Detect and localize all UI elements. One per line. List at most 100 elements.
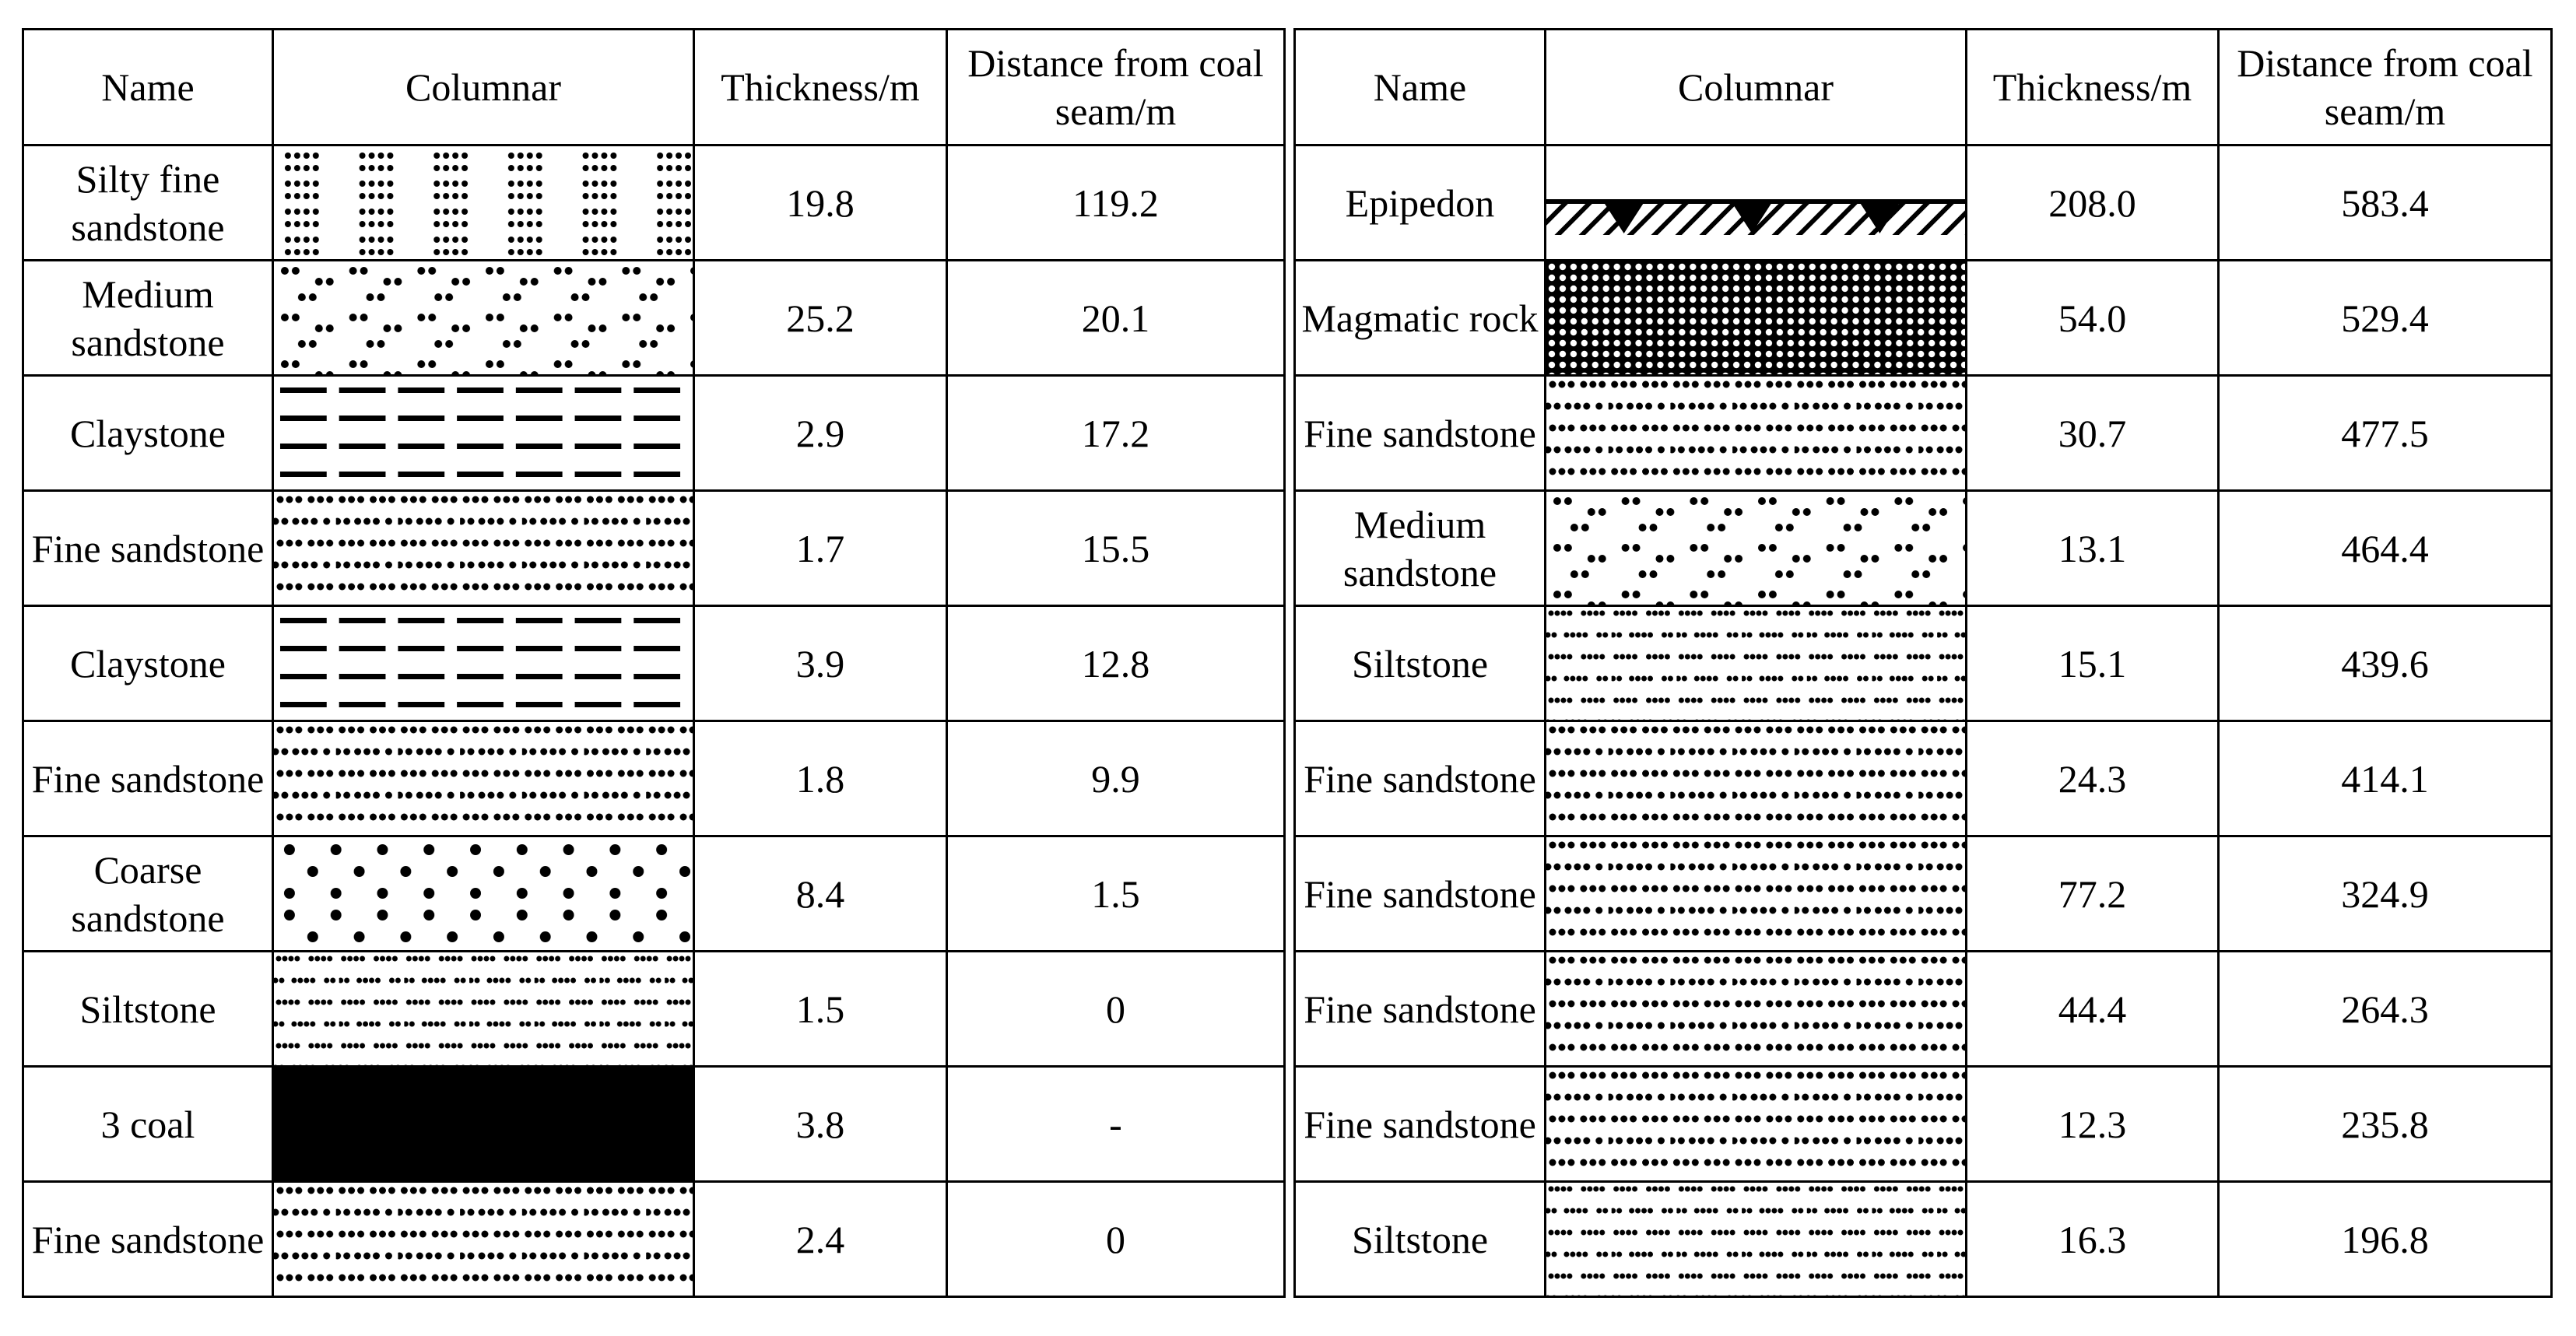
distance-cell: 324.9 xyxy=(2217,835,2553,952)
distance-value: 1.5 xyxy=(1091,871,1140,916)
layer-name: Fine sandstone xyxy=(1304,987,1536,1031)
right-table-body: Epipedon 208.0 583.4 Magmatic rock 54.0 529.4… xyxy=(1293,144,2553,1298)
thickness-cell: 13.1 xyxy=(1965,489,2220,607)
fine-sandstone-pattern xyxy=(275,493,692,604)
thickness-value: 3.9 xyxy=(795,641,845,686)
layer-name-cell: Fine sandstone xyxy=(1293,1065,1546,1183)
distance-value: 414.1 xyxy=(2341,756,2429,801)
layer-name-cell: Fine sandstone xyxy=(1293,374,1546,492)
table-row: Siltstone 16.3 196.8 xyxy=(1293,1180,2553,1298)
thickness-value: 54.0 xyxy=(2058,296,2127,340)
thickness-cell: 54.0 xyxy=(1965,259,2220,377)
layer-name: Fine sandstone xyxy=(1304,1102,1536,1146)
layer-name: Fine sandstone xyxy=(1304,411,1536,455)
layer-name: Fine sandstone xyxy=(1304,756,1536,801)
distance-value: 119.2 xyxy=(1072,181,1159,225)
fine-sandstone-pattern xyxy=(1547,377,1964,489)
header-row: Name Columnar Thickness/m Distance from … xyxy=(1293,28,2553,146)
columnar-cell xyxy=(1544,1180,1967,1298)
coal-pattern xyxy=(275,1068,692,1180)
fine-sandstone-pattern xyxy=(275,723,692,834)
magmatic-rock-pattern xyxy=(1547,262,1964,373)
columnar-cell xyxy=(272,720,695,837)
layer-name: 3 coal xyxy=(100,1102,195,1146)
epipedon-pattern xyxy=(1547,199,1964,235)
layer-name: Claystone xyxy=(70,411,226,455)
distance-value: 0 xyxy=(1106,1217,1125,1261)
columnar-cell xyxy=(1544,1065,1967,1183)
right-strata-table-panel: Name Columnar Thickness/m Distance from … xyxy=(1293,28,2553,1298)
thickness-value: 13.1 xyxy=(2058,526,2127,570)
distance-value: 583.4 xyxy=(2341,181,2429,225)
distance-value: 9.9 xyxy=(1091,756,1140,801)
claystone-pattern xyxy=(275,377,692,489)
thickness-value: 16.3 xyxy=(2058,1217,2127,1261)
distance-cell: 196.8 xyxy=(2217,1180,2553,1298)
claystone-pattern xyxy=(275,608,692,719)
thickness-value: 3.8 xyxy=(795,1102,845,1146)
layer-name-cell: Fine sandstone xyxy=(22,720,274,837)
columnar-cell xyxy=(272,374,695,492)
layer-name-cell: Claystone xyxy=(22,374,274,492)
thickness-value: 1.7 xyxy=(795,526,845,570)
header-distance: Distance from coal seam/m xyxy=(2217,28,2553,146)
thickness-cell: 30.7 xyxy=(1965,374,2220,492)
table-row: Fine sandstone 1.8 9.9 xyxy=(22,720,1286,837)
layer-name-cell: Fine sandstone xyxy=(1293,950,1546,1068)
distance-value: 15.5 xyxy=(1081,526,1150,570)
distance-cell: 0 xyxy=(946,950,1286,1068)
table-row: Fine sandstone 30.7 477.5 xyxy=(1293,374,2553,492)
right-strata-table: Name Columnar Thickness/m Distance from … xyxy=(1293,28,2553,1298)
layer-name: Magmatic rock xyxy=(1301,296,1539,340)
distance-value: 464.4 xyxy=(2341,526,2429,570)
thickness-cell: 2.4 xyxy=(693,1180,948,1298)
columnar-cell xyxy=(272,1065,695,1183)
layer-name: Fine sandstone xyxy=(31,756,265,801)
table-row: Fine sandstone 24.3 414.1 xyxy=(1293,720,2553,837)
columnar-cell xyxy=(1544,374,1967,492)
distance-cell: 439.6 xyxy=(2217,605,2553,722)
thickness-value: 8.4 xyxy=(795,871,845,916)
thickness-cell: 8.4 xyxy=(693,835,948,952)
distance-cell: 119.2 xyxy=(946,144,1286,261)
left-strata-table: Name Columnar Thickness/m Distance from … xyxy=(22,28,1286,1298)
table-row: Medium sandstone 13.1 464.4 xyxy=(1293,489,2553,607)
columnar-cell xyxy=(1544,605,1967,722)
layer-name-cell: Medium sandstone xyxy=(1293,489,1546,607)
layer-name-cell: 3 coal xyxy=(22,1065,274,1183)
layer-name: Epipedon xyxy=(1345,181,1495,225)
header-name: Name xyxy=(22,28,274,146)
distance-cell: 464.4 xyxy=(2217,489,2553,607)
thickness-value: 25.2 xyxy=(786,296,855,340)
layer-name-cell: Coarse sandstone xyxy=(22,835,274,952)
distance-value: 264.3 xyxy=(2341,987,2429,1031)
columnar-cell xyxy=(272,489,695,607)
table-row: 3 coal 3.8 - xyxy=(22,1065,1286,1183)
layer-name-cell: Fine sandstone xyxy=(22,1180,274,1298)
table-row: Medium sandstone 25.2 20.1 xyxy=(22,259,1286,377)
layer-name: Silty fine sandstone xyxy=(71,156,225,249)
distance-value: 324.9 xyxy=(2341,871,2429,916)
distance-cell: 20.1 xyxy=(946,259,1286,377)
siltstone-pattern xyxy=(1547,1183,1964,1295)
table-row: Claystone 3.9 12.8 xyxy=(22,605,1286,722)
medium-sandstone-pattern xyxy=(275,262,692,373)
fine-sandstone-pattern xyxy=(275,1183,692,1295)
thickness-value: 208.0 xyxy=(2048,181,2136,225)
columnar-cell xyxy=(1544,489,1967,607)
distance-cell: 9.9 xyxy=(946,720,1286,837)
thickness-cell: 24.3 xyxy=(1965,720,2220,837)
thickness-cell: 19.8 xyxy=(693,144,948,261)
thickness-cell: 1.8 xyxy=(693,720,948,837)
distance-cell: 12.8 xyxy=(946,605,1286,722)
thickness-value: 44.4 xyxy=(2058,987,2127,1031)
silty-fine-sandstone-pattern xyxy=(275,147,692,258)
table-row: Epipedon 208.0 583.4 xyxy=(1293,144,2553,261)
distance-value: 477.5 xyxy=(2341,411,2429,455)
layer-name: Medium sandstone xyxy=(71,272,225,364)
distance-cell: 414.1 xyxy=(2217,720,2553,837)
columnar-cell xyxy=(272,605,695,722)
columnar-cell xyxy=(1544,950,1967,1068)
columnar-cell xyxy=(1544,144,1967,261)
thickness-value: 19.8 xyxy=(786,181,855,225)
